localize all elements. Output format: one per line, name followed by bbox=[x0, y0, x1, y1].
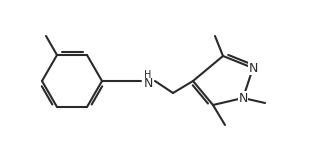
Text: N: N bbox=[143, 76, 153, 90]
Text: N: N bbox=[248, 62, 258, 75]
Text: H: H bbox=[144, 70, 152, 80]
Text: N: N bbox=[238, 91, 248, 104]
